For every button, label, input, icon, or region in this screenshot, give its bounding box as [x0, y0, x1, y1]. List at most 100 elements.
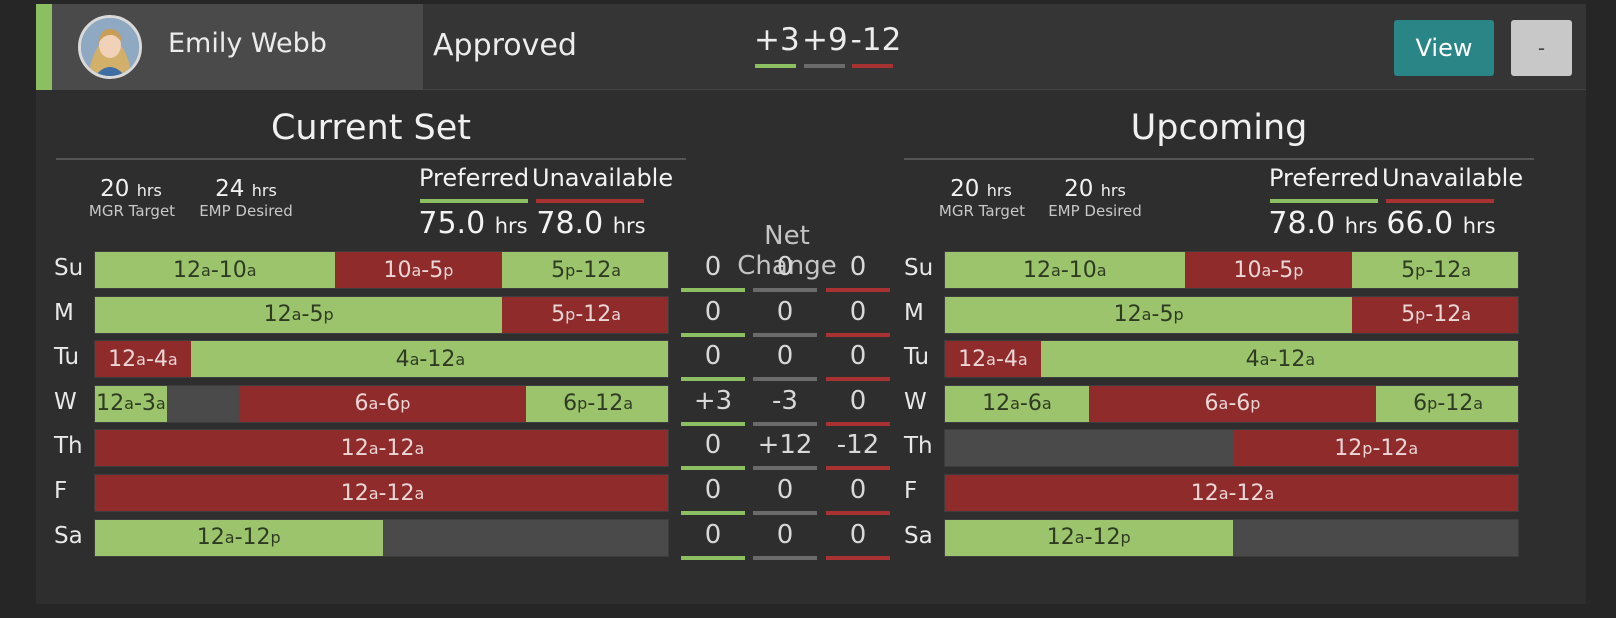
- upcoming-unavailable-segment[interactable]: 5 p -12 a: [1352, 296, 1518, 333]
- time-part: 6: [386, 391, 401, 417]
- upcoming-preferred-segment[interactable]: 12 a -12 p: [945, 519, 1233, 556]
- current-preferred-segment[interactable]: 12 a -10 a: [95, 252, 335, 288]
- time-part: 5: [1401, 302, 1416, 328]
- current-unavailable-segment[interactable]: 12 a -12 a: [95, 430, 668, 467]
- time-part: a: [1261, 260, 1272, 280]
- current-preferred-segment[interactable]: 4 a -12 a: [190, 341, 668, 378]
- view-button[interactable]: View: [1394, 20, 1494, 76]
- time-part: 12: [196, 525, 225, 551]
- upcoming-day-track[interactable]: 12 a -10 a 10 a -5 p 5 p -12 a: [944, 251, 1519, 289]
- net-neutral-bar: [753, 421, 817, 426]
- net-preferred-value: 0: [681, 520, 745, 560]
- current-preferred-label: Preferred: [419, 164, 530, 192]
- upcoming-unavailable-segment[interactable]: 12 a -4 a: [945, 341, 1041, 378]
- time-part: a: [414, 483, 425, 503]
- time-part: 12: [173, 257, 201, 283]
- time-part: a: [368, 394, 379, 414]
- upcoming-preferred-segment[interactable]: 12 a -6 a: [945, 385, 1089, 422]
- time-part: a: [455, 349, 466, 369]
- upcoming-mgr-target-label: MGR Target: [938, 202, 1026, 220]
- time-part: 5: [551, 302, 566, 328]
- upcoming-preferred-segment[interactable]: 6 p -12 a: [1376, 385, 1518, 422]
- upcoming-unavailable-segment[interactable]: 12 p -12 a: [1232, 430, 1518, 467]
- current-unavailable-segment[interactable]: 5 p -12 a: [502, 296, 668, 333]
- upcoming-day-label: Th: [904, 433, 933, 460]
- current-preferred-segment[interactable]: 12 a -12 p: [95, 519, 383, 556]
- header-delta-preferred-bar: [755, 64, 796, 68]
- net-neutral-value: +12: [753, 430, 817, 471]
- current-preferred-segment[interactable]: 5 p -12 a: [502, 252, 668, 288]
- upcoming-preferred-segment[interactable]: 5 p -12 a: [1352, 252, 1518, 288]
- time-part: a: [136, 349, 146, 369]
- current-day-label: Tu: [54, 344, 80, 371]
- time-part: 4: [395, 346, 410, 372]
- upcoming-day-label: Sa: [904, 522, 933, 549]
- net-neutral-value: 0: [753, 341, 817, 382]
- header-delta-unavailable-bar: [852, 64, 893, 68]
- time-part: 12: [982, 391, 1011, 417]
- time-part: a: [1051, 260, 1061, 280]
- current-day-track[interactable]: 12 a -12 a: [94, 429, 669, 468]
- current-day-track[interactable]: 12 a -5 p 5 p -12 a: [94, 295, 669, 334]
- upcoming-unavailable-segment[interactable]: 10 a -5 p: [1184, 252, 1353, 288]
- card-header: Emily Webb Approved +3 +9 -12 View -: [36, 4, 1586, 90]
- time-part: 12: [1092, 525, 1121, 551]
- net-value-text: 0: [776, 296, 794, 327]
- current-day-track[interactable]: 12 a -10 a 10 a -5 p 5 p -12 a: [94, 251, 669, 289]
- current-unavailable-segment[interactable]: 12 a -12 a: [95, 475, 668, 511]
- time-part: p: [1250, 394, 1261, 414]
- time-part: 12: [108, 346, 137, 372]
- upcoming-day-track[interactable]: 12 a -6 a 6 a -6 p 6 p -12 a: [944, 384, 1519, 423]
- upcoming-preferred-label: Preferred: [1269, 164, 1380, 192]
- net-neutral-bar: [753, 466, 817, 471]
- net-value-text: 0: [849, 519, 867, 550]
- upcoming-day-track[interactable]: 12 a -12 p: [944, 518, 1519, 557]
- current-day-label: Sa: [54, 522, 83, 549]
- upcoming-unavailable-hours: 66.0 hrs: [1386, 206, 1496, 241]
- time-part: p: [1415, 260, 1426, 280]
- net-neutral-value: 0: [753, 475, 817, 515]
- net-neutral-bar: [753, 555, 817, 560]
- current-unavailable-segment[interactable]: 12 a -4 a: [95, 341, 191, 378]
- current-day-track[interactable]: 12 a -3 a 6 a -6 p 6 p -12 a: [94, 384, 669, 423]
- current-day-label: F: [54, 478, 68, 504]
- upcoming-day-track[interactable]: 12 p -12 a: [944, 429, 1519, 468]
- time-part: p: [1362, 438, 1373, 458]
- upcoming-preferred-segment[interactable]: 12 a -5 p: [945, 296, 1353, 333]
- time-part: a: [224, 528, 235, 548]
- current-day-track[interactable]: 12 a -12 p: [94, 518, 669, 557]
- time-part: a: [1010, 394, 1020, 414]
- net-neutral-value: 0: [753, 520, 817, 560]
- net-value-text: 0: [776, 341, 794, 372]
- upcoming-day-track[interactable]: 12 a -4 a 4 a -12 a: [944, 340, 1519, 379]
- time-part: 12: [583, 257, 612, 283]
- collapse-button[interactable]: -: [1511, 20, 1572, 76]
- upcoming-day-track[interactable]: 12 a -12 a: [944, 474, 1519, 512]
- upcoming-day-track[interactable]: 12 a -5 p 5 p -12 a: [944, 295, 1519, 334]
- time-part: 12: [1190, 480, 1219, 506]
- current-day-track[interactable]: 12 a -12 a: [94, 474, 669, 512]
- net-value-text: 0: [704, 519, 722, 550]
- time-part: p: [443, 260, 454, 280]
- current-preferred-segment[interactable]: 12 a -5 p: [95, 296, 503, 333]
- time-part: 5: [309, 302, 324, 328]
- upcoming-preferred-segment[interactable]: 12 a -10 a: [945, 252, 1185, 288]
- upcoming-day-label: F: [904, 478, 918, 504]
- net-value-text: 0: [849, 252, 867, 282]
- upcoming-preferred-segment[interactable]: 4 a -12 a: [1040, 341, 1518, 378]
- time-part: 12: [263, 302, 292, 328]
- current-preferred-segment[interactable]: 12 a -3 a: [95, 385, 167, 422]
- net-value-text: +3: [693, 385, 733, 416]
- time-part: a: [414, 438, 425, 458]
- upcoming-unavailable-segment[interactable]: 12 a -12 a: [945, 475, 1518, 511]
- net-value-text: 0: [704, 430, 722, 461]
- current-unavailable-segment[interactable]: 10 a -5 p: [334, 252, 503, 288]
- time-part: p: [1173, 305, 1184, 325]
- net-preferred-value: 0: [681, 252, 745, 292]
- time-part: p: [1293, 260, 1304, 280]
- header-delta-neutral-bar: [804, 64, 845, 68]
- current-day-track[interactable]: 12 a -4 a 4 a -12 a: [94, 340, 669, 379]
- current-preferred-segment[interactable]: 6 p -12 a: [526, 385, 668, 422]
